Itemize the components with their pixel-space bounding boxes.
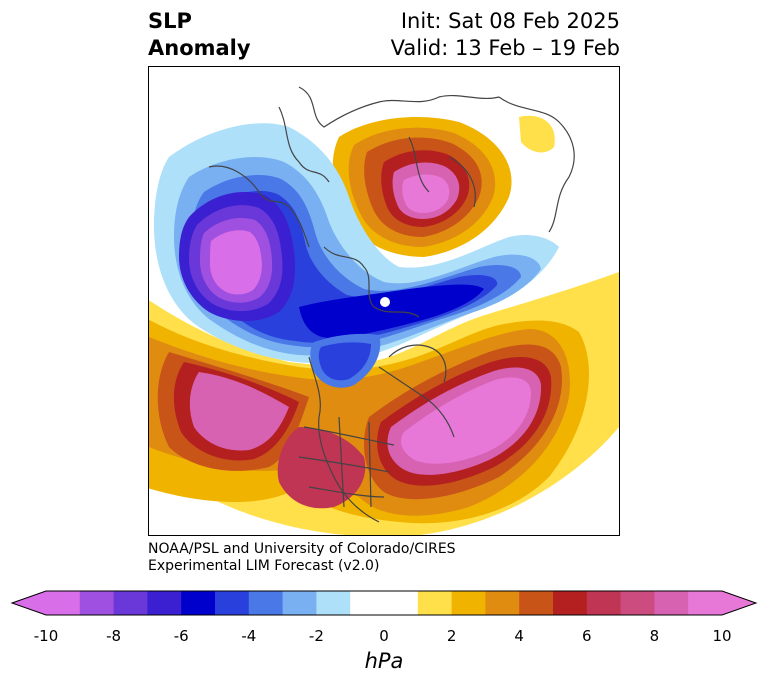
colorbar-cell xyxy=(113,591,148,615)
colorbar-tick-label: 6 xyxy=(582,627,592,645)
credit-line-2: Experimental LIM Forecast (v2.0) xyxy=(148,558,380,574)
colorbar-tick-label: -8 xyxy=(106,627,122,645)
colorbar-tick-label: -4 xyxy=(241,627,257,645)
valid-date: Valid: 13 Feb – 19 Feb xyxy=(390,36,620,60)
colorbar-cell xyxy=(248,591,284,615)
colorbar-cell xyxy=(654,591,689,615)
colorbar-unit: hPa xyxy=(364,649,404,673)
colorbar-cell xyxy=(620,591,655,615)
positive-anomaly-field xyxy=(149,272,619,535)
map-panel xyxy=(148,66,620,536)
slp-anomaly-map xyxy=(149,86,619,535)
init-date: Init: Sat 08 Feb 2025 xyxy=(400,9,620,33)
colorbar-tick-label: 8 xyxy=(649,627,660,645)
colorbar-cell xyxy=(688,591,723,615)
forecast-dates: Init: Sat 08 Feb 2025 Valid: 13 Feb – 19… xyxy=(391,8,620,62)
colorbar-cell xyxy=(417,591,453,615)
colorbar-cell xyxy=(46,591,81,615)
siberian-high xyxy=(332,115,555,257)
north-pole-marker xyxy=(380,297,390,307)
coastlines xyxy=(208,86,575,523)
colorbar xyxy=(10,590,758,616)
title-line-1: SLP xyxy=(148,9,192,33)
north-pacific-low xyxy=(179,191,296,322)
credit-line-1: NOAA/PSL and University of Colorado/CIRE… xyxy=(148,541,456,557)
map-title: SLP Anomaly xyxy=(148,8,251,62)
colorbar-cell xyxy=(215,591,250,615)
data-credit: NOAA/PSL and University of Colorado/CIRE… xyxy=(148,541,456,575)
colorbar-cell xyxy=(451,591,486,615)
colorbar-cell xyxy=(384,591,419,615)
colorbar-cell xyxy=(553,591,588,615)
colorbar-cell xyxy=(79,591,115,615)
colorbar-min-extend xyxy=(12,591,46,615)
colorbar-tick-label: 2 xyxy=(446,627,457,645)
colorbar-cell xyxy=(147,591,182,615)
colorbar-cell xyxy=(316,591,351,615)
title-line-2: Anomaly xyxy=(148,36,251,60)
colorbar-tick-label: 4 xyxy=(514,627,524,645)
colorbar-tick-label: 10 xyxy=(712,627,732,645)
colorbar-tick-label: -6 xyxy=(173,627,189,645)
colorbar-tick-label: -2 xyxy=(308,627,324,645)
colorbar-max-extend xyxy=(722,591,756,615)
colorbar-cell xyxy=(519,591,554,615)
colorbar-tick-label: 0 xyxy=(379,627,389,645)
colorbar-cell xyxy=(282,591,317,615)
colorbar-cell xyxy=(350,591,385,615)
colorbar-tick-label: -10 xyxy=(33,627,59,645)
colorbar-cell xyxy=(181,591,216,615)
colorbar-cell xyxy=(485,591,520,615)
colorbar-cell xyxy=(586,591,622,615)
